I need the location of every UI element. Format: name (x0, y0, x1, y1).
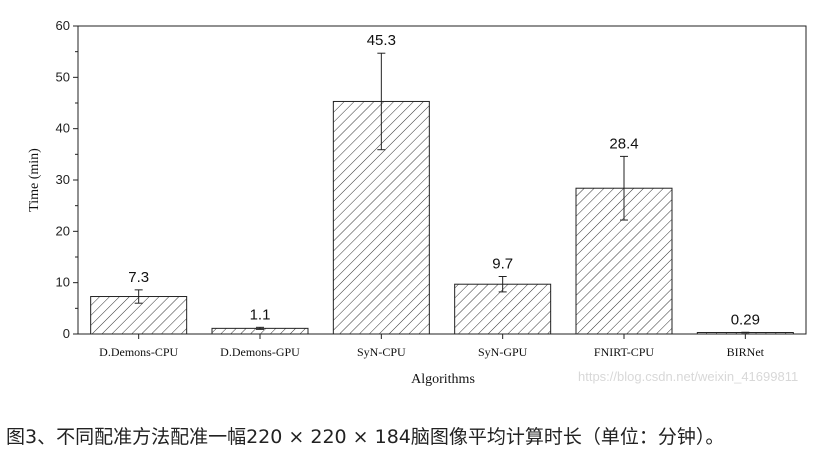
data-label-0: 7.3 (128, 269, 149, 286)
data-label-5: 0.29 (731, 311, 760, 328)
y-tick-label-2: 20 (56, 223, 70, 238)
y-tick-label-3: 30 (56, 172, 70, 187)
x-tick-label-3: SyN-GPU (478, 345, 528, 359)
data-label-1: 1.1 (250, 306, 271, 323)
y-tick-label-5: 50 (56, 69, 70, 84)
watermark: https://blog.csdn.net/weixin_41699811 (578, 369, 798, 384)
bar-chart: 0 10 20 30 40 50 60 7.3 D.Demons-CPU 1.1 D.Demons… (27, 18, 807, 387)
labels: 7.3 D.Demons-CPU 1.1 D.Demons-GPU 45.3 SyN-CP… (99, 32, 764, 359)
axes: 0 10 20 30 40 50 60 (56, 18, 807, 341)
y-tick-label-1: 10 (56, 275, 70, 290)
bars (90, 52, 794, 335)
x-tick-label-4: FNIRT-CPU (594, 345, 655, 359)
data-label-4: 28.4 (609, 135, 638, 152)
x-tick-label-0: D.Demons-CPU (99, 345, 178, 359)
x-tick-label-5: BIRNet (727, 345, 765, 359)
x-tick-label-2: SyN-CPU (357, 345, 406, 359)
data-label-3: 9.7 (492, 256, 513, 273)
y-tick-label-0: 0 (63, 326, 70, 341)
figure-caption: 图3、不同配准方法配准一幅220 × 220 × 184脑图像平均计算时长（单位… (6, 426, 725, 448)
plot-frame (77, 25, 807, 335)
data-label-2: 45.3 (367, 32, 396, 49)
y-tick-label-4: 40 (56, 121, 70, 136)
x-axis-title: Algorithms (411, 372, 475, 387)
x-tick-label-1: D.Demons-GPU (220, 345, 300, 359)
y-tick-label-6: 60 (56, 18, 70, 33)
bar-3 (454, 283, 552, 335)
y-axis-title: Time (min) (27, 148, 42, 212)
